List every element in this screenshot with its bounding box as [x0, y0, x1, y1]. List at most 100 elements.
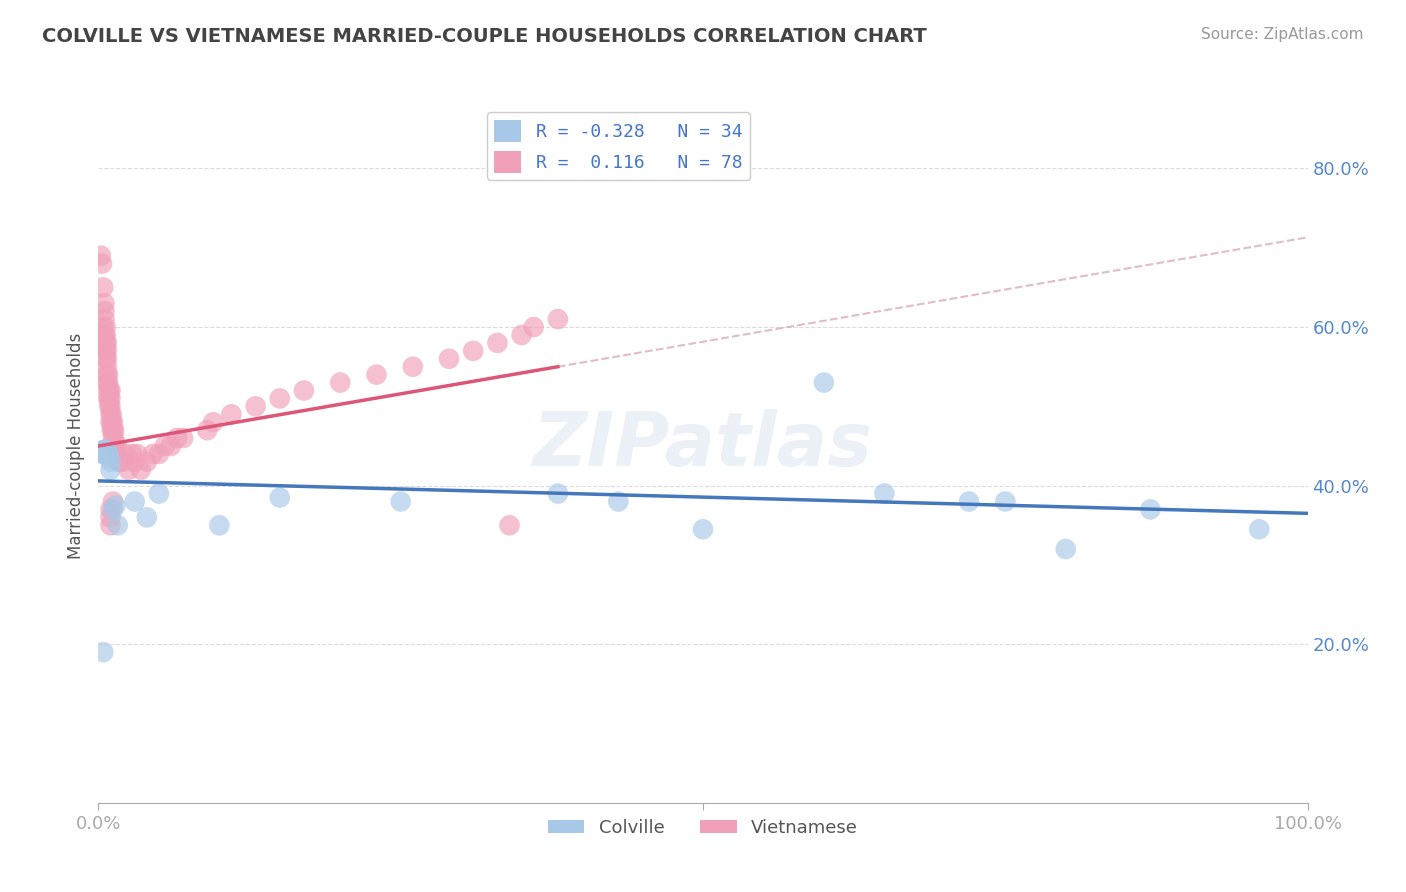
- Text: ZIPatlas: ZIPatlas: [533, 409, 873, 483]
- Point: [107, 518, 129, 533]
- Point: [94, 328, 117, 343]
- Point: [94, 343, 117, 358]
- Point: [148, 447, 170, 461]
- Point: [94, 447, 117, 461]
- Point: [135, 510, 157, 524]
- Point: [100, 518, 122, 533]
- Point: [101, 431, 124, 445]
- Point: [195, 423, 218, 437]
- Point: [100, 463, 122, 477]
- Point: [101, 502, 124, 516]
- Point: [96, 447, 118, 461]
- Point: [91, 442, 114, 457]
- Point: [245, 400, 267, 414]
- Point: [100, 455, 122, 469]
- Point: [94, 320, 117, 334]
- Point: [93, 442, 115, 457]
- Point: [98, 384, 121, 398]
- Point: [463, 343, 485, 358]
- Point: [96, 335, 118, 350]
- Point: [103, 431, 125, 445]
- Point: [93, 304, 115, 318]
- Point: [148, 486, 170, 500]
- Point: [389, 494, 412, 508]
- Point: [402, 359, 425, 374]
- Point: [100, 415, 122, 429]
- Point: [96, 368, 118, 382]
- Point: [104, 447, 127, 461]
- Point: [100, 400, 122, 414]
- Point: [93, 312, 115, 326]
- Point: [208, 518, 231, 533]
- Point: [91, 257, 114, 271]
- Point: [91, 320, 114, 334]
- Point: [97, 392, 120, 406]
- Point: [127, 447, 149, 461]
- Point: [107, 447, 129, 461]
- Point: [547, 312, 569, 326]
- Point: [1139, 502, 1161, 516]
- Point: [124, 494, 146, 508]
- Text: COLVILLE VS VIETNAMESE MARRIED-COUPLE HOUSEHOLDS CORRELATION CHART: COLVILLE VS VIETNAMESE MARRIED-COUPLE HO…: [42, 27, 927, 45]
- Point: [142, 447, 165, 461]
- Point: [90, 249, 112, 263]
- Point: [114, 447, 136, 461]
- Point: [366, 368, 388, 382]
- Point: [96, 359, 118, 374]
- Point: [221, 407, 243, 421]
- Legend: Colville, Vietnamese: Colville, Vietnamese: [541, 812, 865, 844]
- Point: [101, 494, 124, 508]
- Point: [100, 407, 122, 421]
- Point: [994, 494, 1017, 508]
- Point: [108, 455, 131, 469]
- Point: [121, 447, 143, 461]
- Point: [607, 494, 630, 508]
- Point: [100, 392, 122, 406]
- Point: [97, 368, 120, 382]
- Point: [437, 351, 460, 366]
- Point: [100, 502, 122, 516]
- Point: [547, 486, 569, 500]
- Point: [1054, 542, 1077, 557]
- Point: [93, 328, 115, 343]
- Point: [498, 518, 520, 533]
- Point: [97, 384, 120, 398]
- Text: Source: ZipAtlas.com: Source: ZipAtlas.com: [1201, 27, 1364, 42]
- Point: [96, 343, 118, 358]
- Point: [510, 328, 533, 343]
- Point: [101, 423, 124, 437]
- Point: [202, 415, 225, 429]
- Point: [269, 491, 291, 505]
- Point: [103, 439, 125, 453]
- Y-axis label: Married-couple Households: Married-couple Households: [66, 333, 84, 559]
- Point: [105, 439, 128, 453]
- Point: [97, 447, 120, 461]
- Point: [100, 423, 122, 437]
- Point: [135, 455, 157, 469]
- Point: [97, 376, 120, 390]
- Point: [100, 415, 122, 429]
- Point: [172, 431, 194, 445]
- Point: [873, 486, 896, 500]
- Point: [98, 392, 121, 406]
- Point: [166, 431, 188, 445]
- Point: [160, 439, 183, 453]
- Point: [118, 463, 141, 477]
- Point: [93, 447, 115, 461]
- Point: [94, 447, 117, 461]
- Point: [813, 376, 835, 390]
- Point: [97, 447, 120, 461]
- Point: [1249, 522, 1271, 536]
- Point: [692, 522, 714, 536]
- Point: [100, 384, 122, 398]
- Point: [93, 296, 115, 310]
- Point: [486, 335, 509, 350]
- Point: [104, 499, 127, 513]
- Point: [957, 494, 980, 508]
- Point: [111, 455, 134, 469]
- Point: [91, 447, 114, 461]
- Point: [153, 439, 176, 453]
- Point: [329, 376, 352, 390]
- Point: [93, 442, 115, 457]
- Point: [91, 280, 114, 294]
